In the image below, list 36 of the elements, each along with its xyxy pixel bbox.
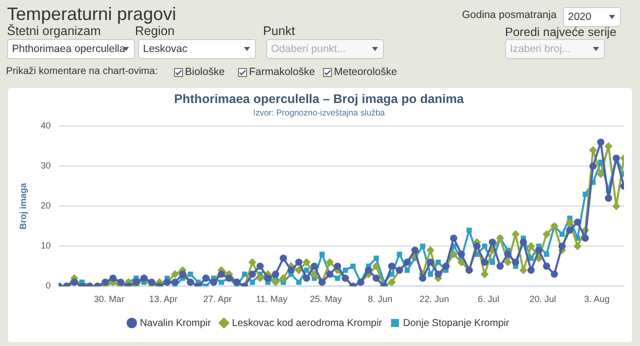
dropdown: Odaberi punkt... (266, 39, 384, 59)
chart-subtitle: Izvor: Prognozno-izveštajna služba (253, 107, 386, 118)
y-tick-label: 0 (46, 280, 51, 291)
y-axis-title: Broj imaga (18, 182, 28, 230)
y-tick-label: 10 (40, 240, 51, 251)
x-tick-label: 22. Jun (420, 294, 450, 304)
legend-label: Leskovac kod aerodroma Krompir (232, 318, 383, 329)
x-tick-label: 8. Jun (368, 294, 392, 304)
text: Biološke (185, 66, 225, 78)
text: Godina posmatranja (462, 9, 557, 21)
x-tick-label: 3. Aug (584, 294, 610, 304)
legend-label: Donje Stopanje Krompir (403, 318, 510, 329)
x-tick-label: 11. May (256, 294, 288, 304)
y-tick-label: 30 (40, 160, 51, 171)
x-tick-label: 13. Apr (149, 294, 178, 304)
x-tick-label: 6. Jul (478, 294, 500, 304)
legend-label: Navalin Krompir (140, 318, 212, 329)
chart-title: Phthorimaea operculella – Broj imaga po danima (174, 92, 465, 106)
x-tick-label: 30. Mar (94, 294, 124, 304)
text: Štetni organizam (7, 24, 101, 38)
text: Region (135, 24, 175, 38)
text: Poredi najveće serije (505, 25, 616, 39)
dropdown: Phthorimaea operculella (7, 39, 135, 59)
text: Punkt (263, 24, 295, 38)
dropdown: Izaberi broj... (505, 39, 605, 59)
x-tick-label: 25. May (310, 294, 342, 304)
y-tick-label: 20 (40, 200, 51, 211)
y-tick-label: 40 (40, 120, 51, 131)
x-tick-label: 20. Jul (529, 294, 556, 304)
x-tick-label: 27. Apr (203, 294, 232, 304)
dropdown: 2020 (563, 7, 621, 27)
text: Meteorološke (334, 66, 398, 78)
text: Prikaži komentare na chart-ovima: (6, 66, 158, 77)
text: Temperaturni pragovi (7, 4, 176, 24)
text: Farmakološke (249, 66, 315, 78)
dropdown: Leskovac (138, 39, 256, 59)
